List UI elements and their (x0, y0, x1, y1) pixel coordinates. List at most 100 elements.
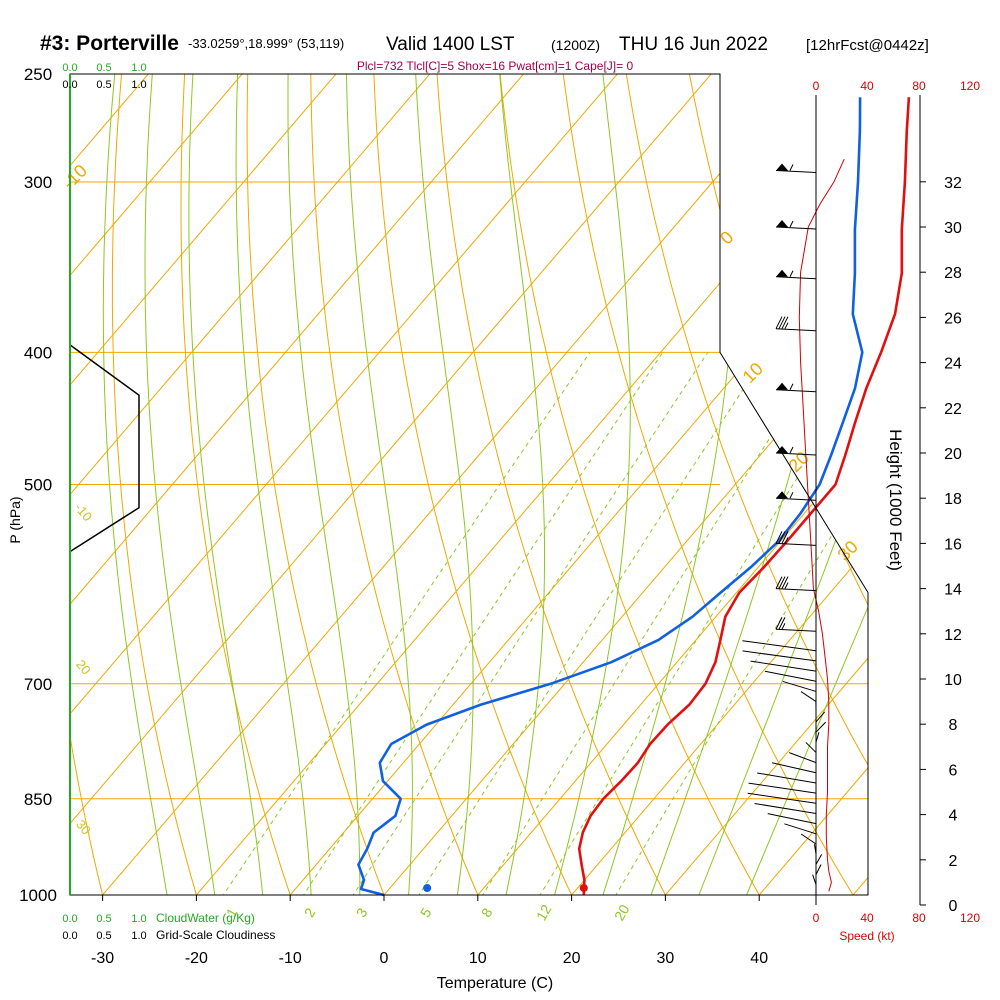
mixing-ratio-line (522, 352, 868, 895)
title-coords: -33.0259°,18.999° (53,119) (188, 36, 344, 51)
cloudwater-tick-bottom-2: 1.0 (131, 913, 146, 925)
dry-adiabat (497, 74, 777, 895)
isotherm (358, 74, 868, 895)
title-station: #3: Porterville (40, 32, 179, 55)
wind-barb-flag (778, 316, 786, 329)
height-tick-label: 16 (944, 536, 962, 553)
isotherm-label: 0 (716, 227, 737, 248)
temperature-tick-label: -30 (91, 950, 114, 967)
isotherm (265, 74, 868, 895)
temperature-tick-label: 10 (469, 950, 487, 967)
moist-adiabat (497, 74, 545, 895)
isotherm (70, 74, 545, 895)
speed-tick-top-3: 120 (960, 79, 980, 93)
wind-barb-flag (781, 531, 789, 544)
speed-tick-bottom-0: 0 (813, 911, 820, 925)
dry-adiabat (622, 74, 868, 895)
mixing-ratio-label: 12 (533, 902, 555, 924)
low-level-barb (815, 711, 826, 723)
isotherm (77, 74, 827, 895)
low-level-barb (782, 680, 817, 692)
moist-adiabat (144, 74, 220, 895)
mixing-ratio-label: 2 (301, 905, 319, 920)
dry-adiabat (435, 74, 682, 895)
mixing-ratio-line (203, 352, 591, 895)
wind-barb-half (789, 164, 794, 171)
moist-adiabat (102, 74, 173, 895)
wind-barb (775, 576, 817, 592)
isotherm (70, 74, 639, 895)
pressure-tick-label: 1000 (19, 886, 57, 905)
temperature-tick-label: 0 (380, 950, 389, 967)
pressure-tick-label: 700 (24, 675, 52, 694)
wind-barb (775, 382, 817, 393)
surface-temperature-marker (579, 884, 588, 892)
isotherm-label: -10 (58, 160, 91, 193)
height-tick-label: 32 (944, 175, 962, 192)
height-tick-label: 0 (949, 898, 958, 915)
wind-barb (775, 531, 817, 546)
cloudwater-tick-bottom-0: 0.0 (62, 913, 77, 925)
low-level-barb (812, 874, 817, 885)
temperature-tick-label: 40 (750, 950, 768, 967)
speed-tick-bottom-1: 40 (860, 911, 874, 925)
height-tick-label: 12 (944, 627, 962, 644)
height-tick-label: 28 (944, 265, 962, 282)
mixing-ratio-label: 5 (417, 905, 435, 920)
isotherm (70, 74, 733, 895)
mixing-ratio-line (464, 352, 826, 895)
wind-barb (775, 220, 817, 230)
data-layer (69, 97, 911, 897)
cloudwater-label: CloudWater (g/Kg) (156, 911, 255, 925)
speed-tick-top-0: 0 (813, 79, 820, 93)
dry-adiabat (372, 74, 586, 895)
temperature-tick-label: -10 (279, 950, 302, 967)
pressure-tick-label: 300 (24, 173, 52, 192)
pressure-tick-label: 250 (24, 65, 52, 84)
cloudwater-tick-top-0: 0.0 (62, 62, 77, 74)
dry-adiabat (559, 74, 868, 895)
stability-indices: Plcl=732 Tlcl[C]=5 Shox=16 Pwat[cm]=1 Ca… (357, 59, 634, 73)
wind-barb-half (789, 383, 794, 390)
wind-barb-pennant (776, 446, 788, 453)
mixing-ratio-label: 3 (353, 905, 371, 920)
wind-barb-staff (775, 389, 817, 393)
moist-adiabat (235, 74, 313, 895)
wind-barb-half (784, 537, 789, 544)
isotherm (640, 74, 868, 895)
low-level-barb (815, 854, 823, 865)
dry-adiabat-label: -10 (72, 500, 96, 524)
isotherm (546, 74, 868, 895)
wind-barb-staff (775, 542, 817, 546)
speed-tick-bottom-3: 120 (960, 911, 980, 925)
cloudiness-tick-top-0: 0.0 (62, 79, 77, 91)
cloudiness-profile (69, 344, 140, 895)
height-tick-label: 26 (944, 310, 962, 327)
wind-barb-staff (775, 328, 817, 332)
low-level-barbs (742, 640, 827, 885)
moist-adiabat (188, 74, 266, 895)
cloudiness-tick-bottom-1: 0.5 (96, 930, 111, 942)
mixing-ratio-line (284, 352, 664, 895)
wind-barb-flag (775, 316, 783, 329)
wind-barb-staff (775, 497, 817, 501)
height-axis-label: Height (1000 Feet) (886, 429, 905, 571)
series-dewpoint (357, 97, 864, 897)
moist-adiabat (287, 74, 361, 895)
wind-barb-half (789, 220, 794, 228)
isotherm (827, 74, 868, 895)
wind-barb (775, 617, 817, 632)
dry-adiabat (310, 74, 491, 895)
height-tick-label: 20 (944, 446, 962, 463)
low-level-barb (750, 660, 817, 672)
cloudiness-tick-bottom-0: 0.0 (62, 930, 77, 942)
speed-tick-top-2: 80 (912, 79, 926, 93)
pressure-tick-label: 850 (24, 790, 52, 809)
low-level-barb (747, 792, 817, 804)
wind-barb-flag (778, 576, 786, 589)
dry-adiabat (111, 74, 206, 895)
mixing-ratio-line (400, 352, 768, 895)
low-level-barb (815, 721, 827, 733)
wind-barb-flag (778, 617, 786, 630)
